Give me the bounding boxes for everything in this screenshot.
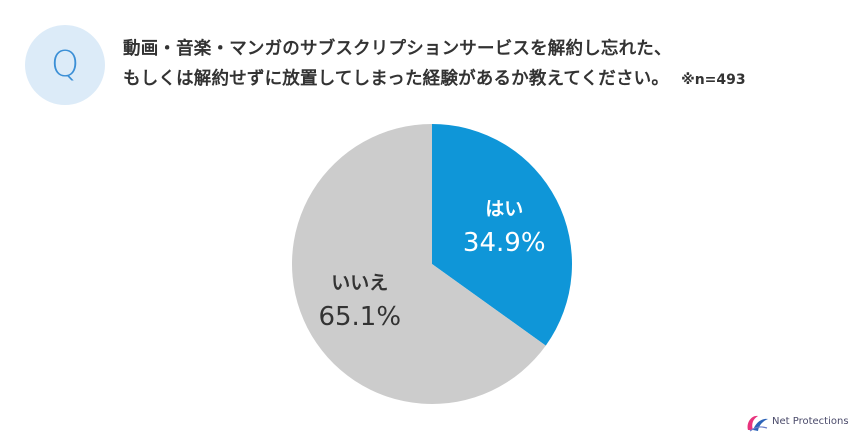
slice-label-1: いいえ xyxy=(331,272,388,294)
slice-value-1: 65.1% xyxy=(318,302,401,332)
question-badge: Q xyxy=(25,25,105,105)
question-text: 動画・音楽・マンガのサブスクリプションサービスを解約し忘れた、 もしくは解約せず… xyxy=(123,34,843,95)
pie-slice-0 xyxy=(432,124,572,346)
slice-label-0: はい xyxy=(485,198,523,220)
logo-mark-icon xyxy=(747,415,768,432)
logo-text: Net Protections xyxy=(772,416,849,427)
net-protections-logo: Net Protections xyxy=(744,412,849,434)
question-line-1: 動画・音楽・マンガのサブスクリプションサービスを解約し忘れた、 xyxy=(123,39,672,59)
slice-value-0: 34.9% xyxy=(463,228,546,258)
question-line-2: もしくは解約せずに放置してしまった経験があるか教えてください。 ※n=493 xyxy=(123,64,843,95)
sample-size-note: ※n=493 xyxy=(681,72,746,88)
question-line-2-text: もしくは解約せずに放置してしまった経験があるか教えてください。 xyxy=(123,69,670,89)
pie-slice-1 xyxy=(292,124,546,404)
q-letter: Q xyxy=(50,44,80,85)
